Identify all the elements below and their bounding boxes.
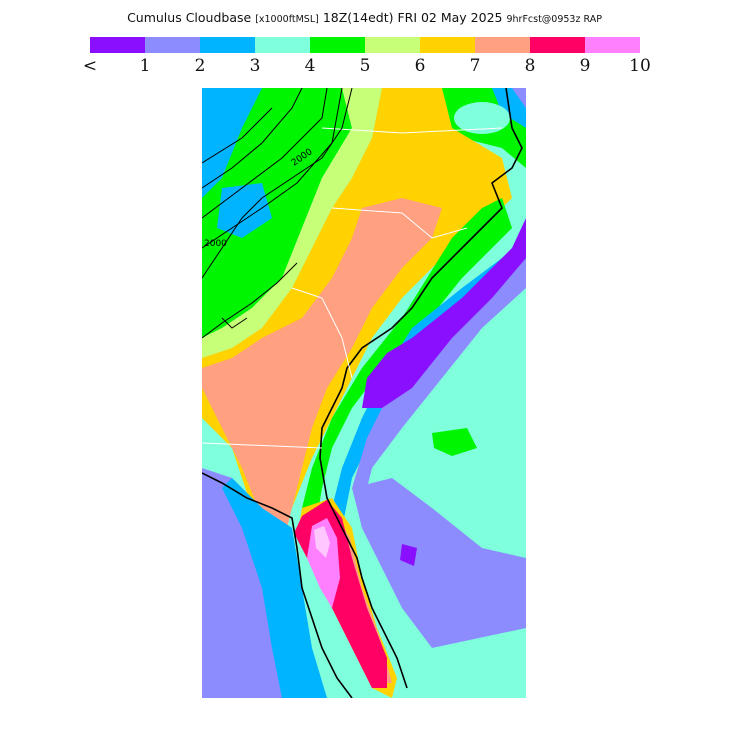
contour-label: 2000 <box>204 239 227 249</box>
map-panel: 2000 2000 2000 <box>202 88 526 698</box>
region-level-3-ne-spot <box>454 102 510 134</box>
scale-swatch <box>255 37 310 53</box>
scale-tick-label: 3 <box>249 56 261 76</box>
region-level-5 <box>202 88 382 358</box>
coastline-east <box>319 88 523 689</box>
region-level-1-coast <box>352 258 526 508</box>
contour-line <box>221 317 248 329</box>
color-scale-ticks: <1 2 3 4 5 6 7 8 9 10 <box>0 56 729 78</box>
region-level-2-gulf <box>222 478 327 698</box>
contour-line <box>202 88 328 219</box>
coastline-gulf <box>202 472 353 698</box>
scale-tick-label: 2 <box>194 56 206 76</box>
title-units: [x1000ftMSL] <box>255 14 319 25</box>
scale-tick-label: 4 <box>304 56 316 76</box>
scale-tick-label: 9 <box>579 56 591 76</box>
contour-line <box>202 88 353 279</box>
region-level-1-ne <box>512 88 526 108</box>
state-border-va-nc <box>321 127 503 134</box>
scale-swatch <box>365 37 420 53</box>
scale-swatch <box>475 37 530 53</box>
title-forecast: 9hrFcst@0953z RAP <box>506 14 602 25</box>
scale-swatch <box>145 37 200 53</box>
scale-tick-label: 8 <box>524 56 536 76</box>
scale-tick-label: 1 <box>139 56 151 76</box>
region-level-3-se <box>432 628 526 698</box>
map-title: Cumulus Cloudbase [x1000ftMSL] 18Z(14edt… <box>0 10 729 25</box>
contour-line <box>202 88 343 249</box>
scale-tick-label: 10 <box>629 56 651 76</box>
contour-line <box>202 107 273 164</box>
scale-swatch <box>530 37 585 53</box>
contour-line <box>202 88 303 189</box>
color-scale-bar <box>90 37 640 53</box>
region-level-2-nw <box>202 88 262 198</box>
title-time: 18Z(14edt) FRI 02 May 2025 <box>322 10 503 25</box>
state-border-nc-sc <box>331 207 468 239</box>
region-level-4-coast <box>302 198 512 518</box>
scale-swatch <box>200 37 255 53</box>
region-level-10-fl <box>314 526 330 558</box>
cloudbase-map: 2000 2000 2000 <box>202 88 526 698</box>
title-main: Cumulus Cloudbase <box>127 10 252 25</box>
scale-swatch <box>90 37 145 53</box>
state-border-ga-sc <box>291 287 353 379</box>
scale-tick-label: 5 <box>359 56 371 76</box>
region-level-4-ocean <box>432 428 477 456</box>
region-level-4-nw <box>202 88 352 338</box>
region-below-1 <box>362 218 526 408</box>
region-below-1-spot <box>400 544 417 566</box>
state-border-fl <box>202 442 323 449</box>
scale-swatch <box>310 37 365 53</box>
scale-swatch <box>585 37 640 53</box>
scale-swatch <box>420 37 475 53</box>
contour-line <box>202 262 298 339</box>
region-level-7 <box>202 198 442 548</box>
scale-tick-label: 7 <box>469 56 481 76</box>
scale-tick-label: < <box>82 56 98 76</box>
scale-tick-label: 6 <box>414 56 426 76</box>
